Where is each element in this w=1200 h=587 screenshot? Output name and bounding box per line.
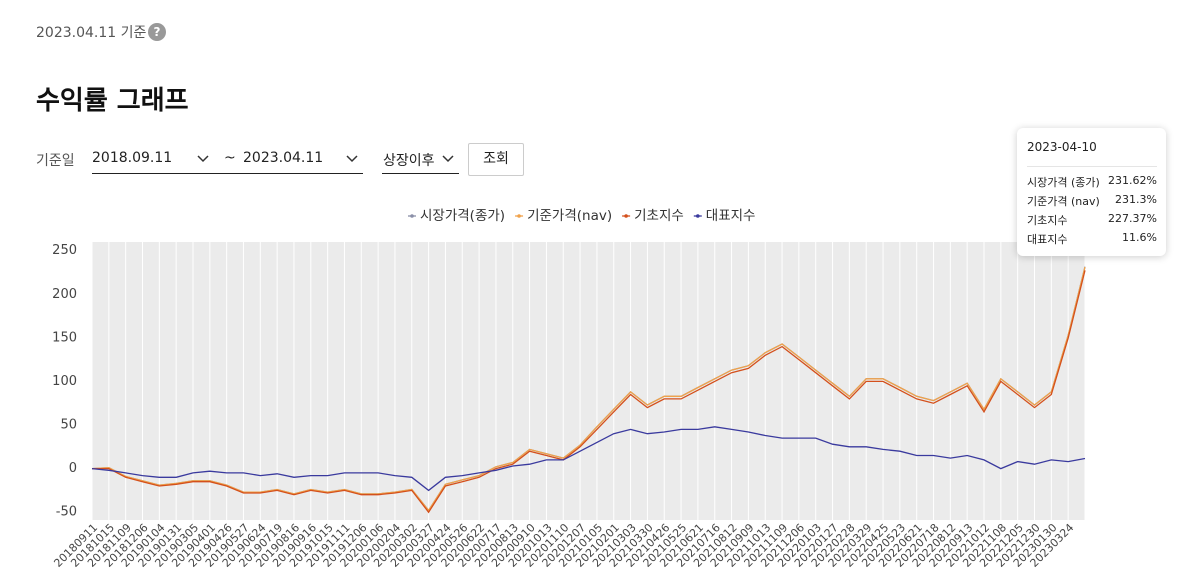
series-line [91, 426, 1086, 492]
range-separator: ~ [224, 150, 236, 166]
tooltip-divider [1027, 166, 1157, 167]
legend: 시장가격(종가) 기준가격(nav) 기초지수 대표지수 [408, 208, 755, 224]
tooltip-series-name: 기초지수 [1027, 214, 1068, 227]
period-select[interactable] [382, 145, 459, 174]
legend-label: 시장가격(종가) [420, 208, 505, 224]
legend-marker-dot [517, 214, 521, 218]
series-line [91, 266, 1086, 512]
legend-marker-dot [624, 214, 628, 218]
start-date[interactable]: 2018.09.11 [92, 150, 173, 166]
dropdown-arrow [442, 155, 454, 163]
as-of-date: 2023.04.11 기준 [36, 25, 147, 41]
legend-marker-dot [695, 214, 700, 218]
date-range [92, 145, 363, 174]
tooltip-value: 11.6% [1122, 231, 1157, 244]
search-button[interactable]: 조회 [468, 143, 524, 176]
y-tick-label: 150 [52, 330, 77, 345]
y-tick-label: 250 [52, 243, 77, 258]
tooltip-series-name: 대표지수 [1027, 233, 1068, 246]
tooltip-date: 2023-04-10 [1027, 140, 1097, 154]
period[interactable]: 상장이후 [383, 153, 435, 169]
dropdown-arrow [197, 155, 209, 163]
legend-label: 기초지수 [634, 208, 684, 224]
plot-background [92, 242, 1085, 520]
page-title: 수익률 그래프 [36, 86, 189, 116]
y-tick-label: 100 [52, 374, 77, 389]
date-label: 기준일 [36, 153, 75, 169]
help-icon[interactable]: ? [148, 23, 166, 41]
legend-marker-dot [410, 214, 414, 218]
tooltip-value: 227.37% [1108, 212, 1157, 225]
y-tick-label: -50 [56, 505, 77, 520]
y-tick-label: 50 [60, 418, 77, 433]
dropdown-arrow [346, 155, 358, 163]
tooltip-series-name: 기준가격 (nav) [1027, 195, 1100, 208]
end-date[interactable]: 2023.04.11 [243, 150, 324, 166]
series-line [92, 270, 1086, 514]
legend-label: 대표지수 [706, 208, 756, 224]
legend-label: 기준가격(nav) [527, 208, 612, 224]
tooltip-series-name: 시장가격 (종가) [1027, 176, 1100, 189]
tooltip-value: 231.62% [1108, 174, 1157, 187]
tooltip: 2023-04-10 시장가격 (종가) 231.62% 기준가격 (nav) 231… [1017, 128, 1166, 256]
y-tick-label: 0 [69, 461, 77, 476]
tooltip-value: 231.3% [1115, 193, 1157, 206]
y-tick-label: 200 [52, 287, 77, 302]
